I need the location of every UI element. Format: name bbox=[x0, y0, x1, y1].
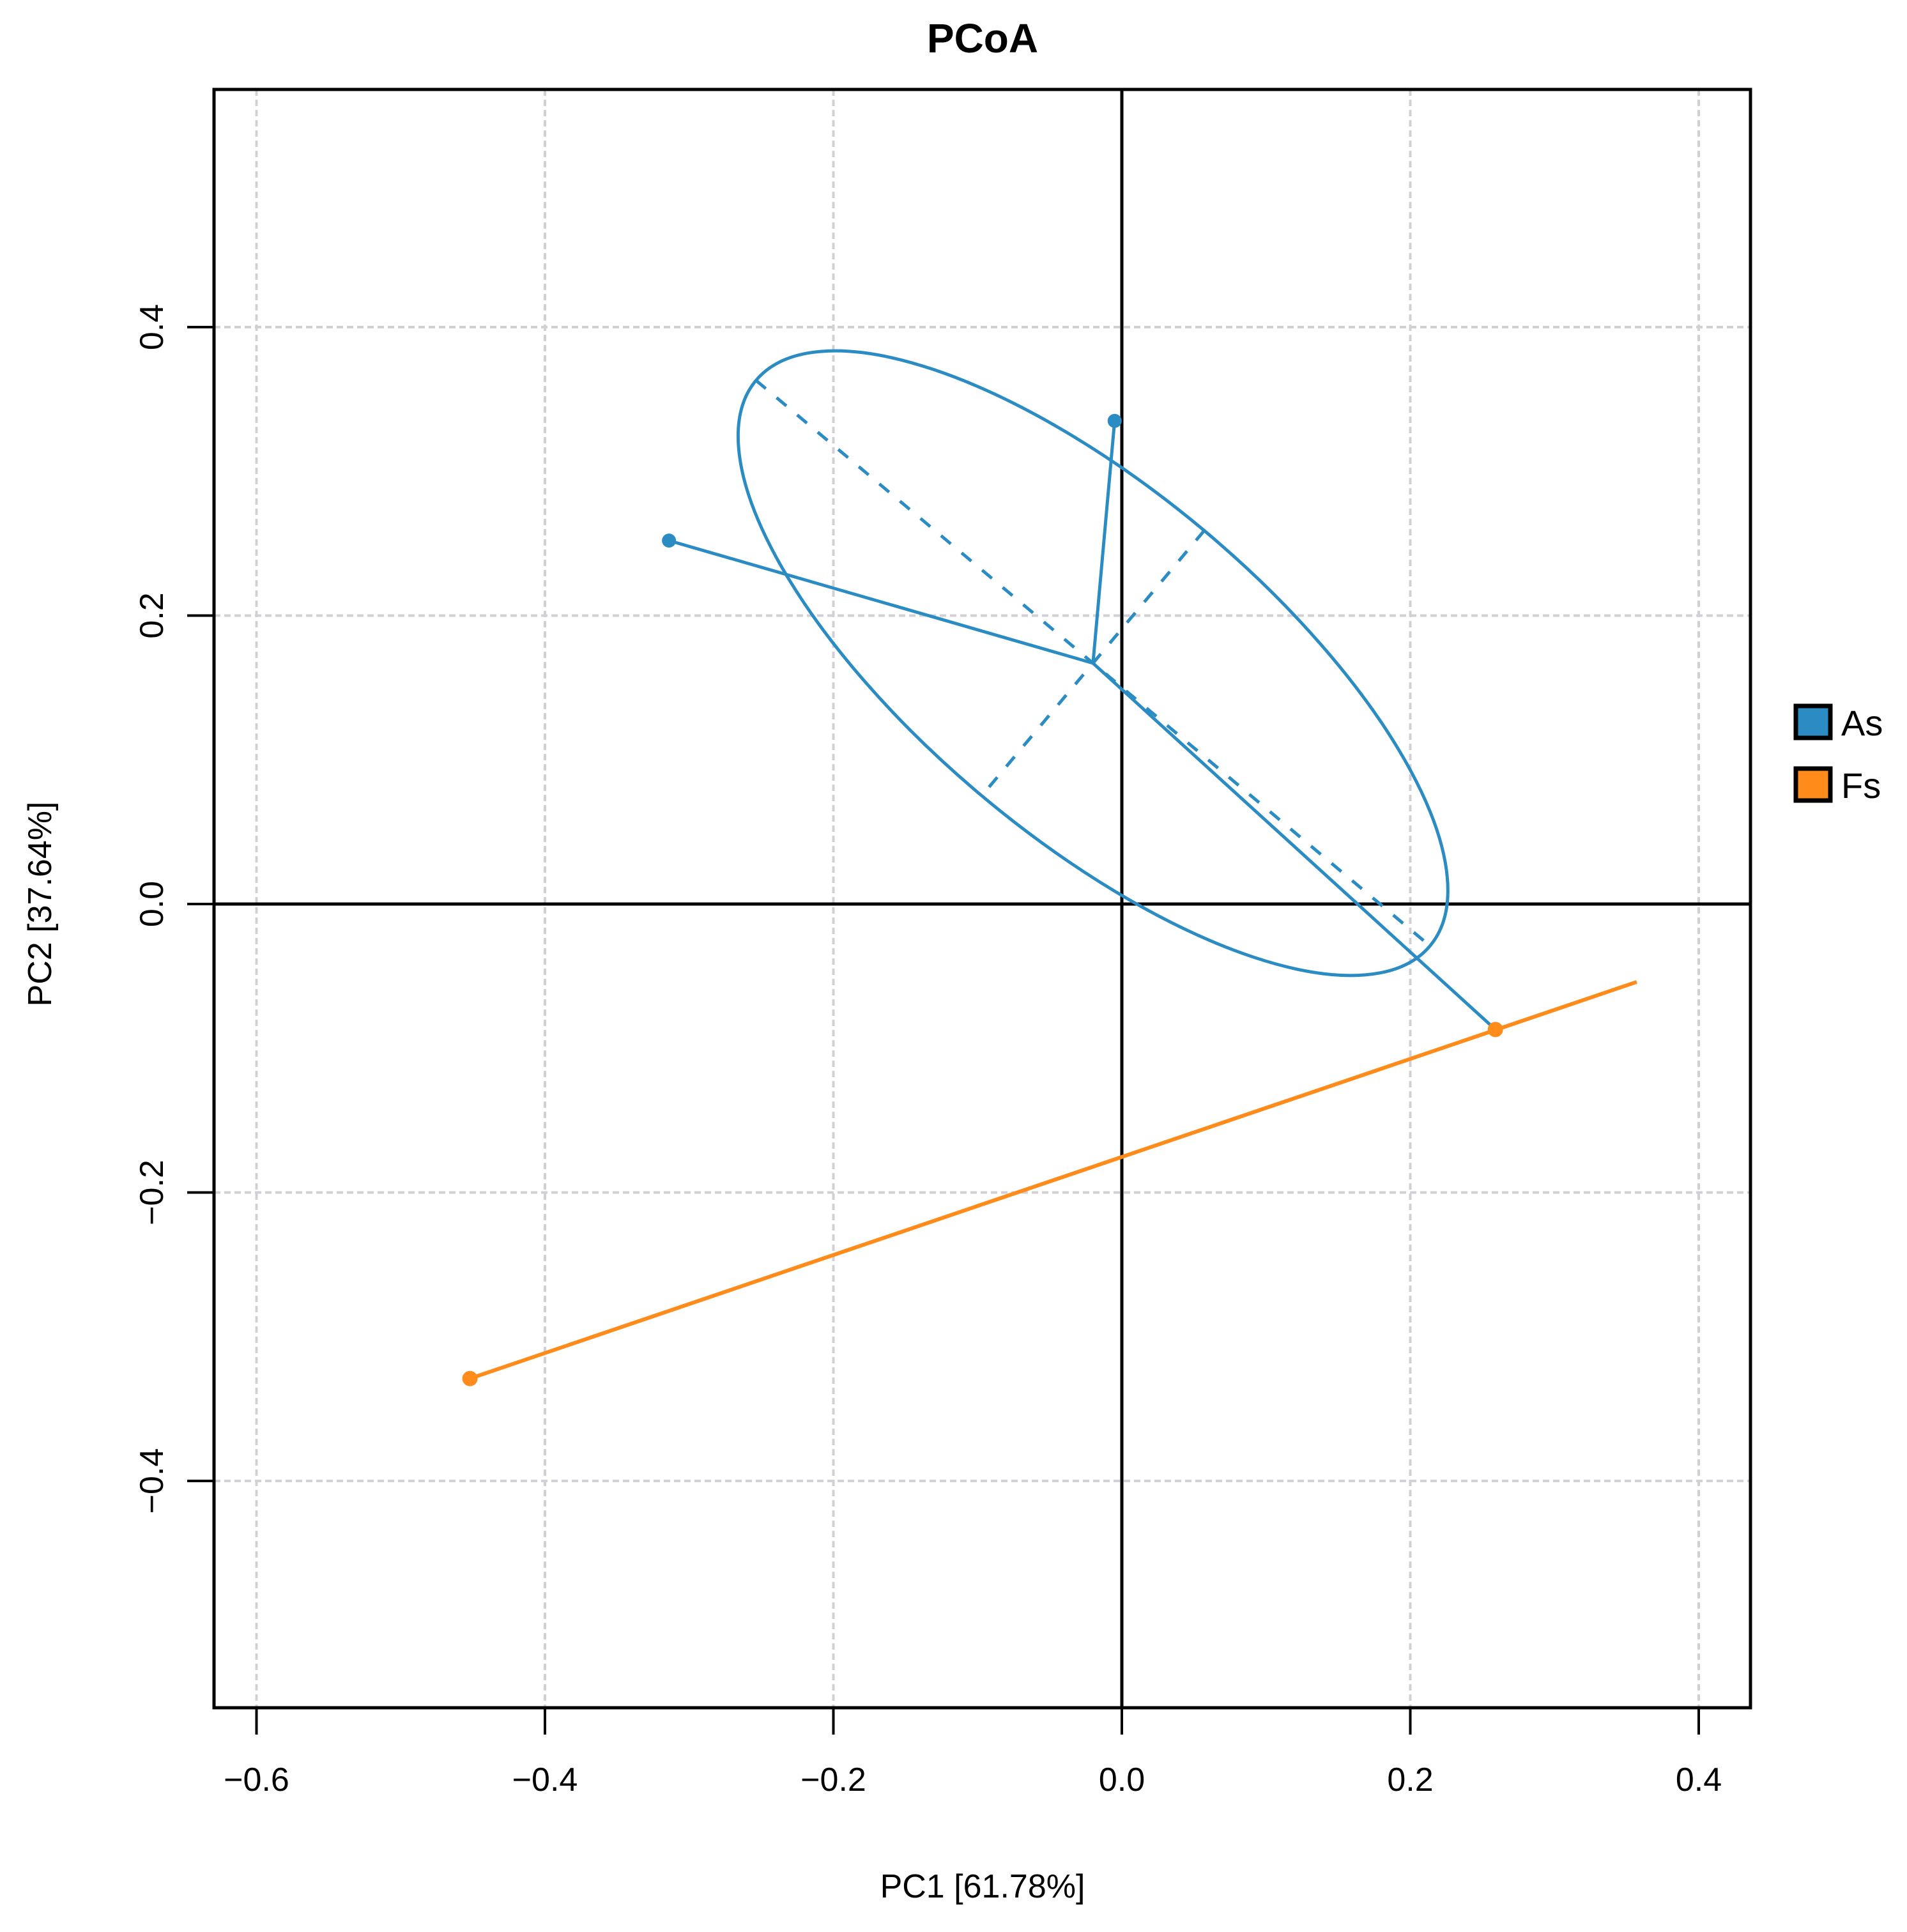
fs-point bbox=[1487, 1022, 1503, 1038]
y-tick-label: 0.4 bbox=[134, 304, 171, 350]
fs-point bbox=[462, 1370, 478, 1386]
chart-title: PCoA bbox=[927, 15, 1038, 61]
x-tick-label: 0.4 bbox=[1676, 1761, 1722, 1798]
data-series bbox=[462, 349, 1637, 1386]
legend-label-as: As bbox=[1841, 703, 1883, 743]
as-spider-line bbox=[1091, 420, 1117, 664]
plot-frame bbox=[212, 88, 1752, 1710]
x-axis-label: PC1 [61.78%] bbox=[880, 1868, 1085, 1905]
x-tick-label: −0.2 bbox=[800, 1761, 866, 1798]
y-axis-label: PC2 [37.64%] bbox=[22, 802, 59, 1007]
grid-lines bbox=[214, 89, 1750, 1708]
y-tick-label: 0.0 bbox=[134, 881, 171, 927]
x-tick-label: 0.0 bbox=[1099, 1761, 1145, 1798]
legend-swatch-as bbox=[1793, 703, 1833, 740]
legend: As Fs bbox=[1793, 703, 1883, 806]
as-spider-line bbox=[1092, 662, 1497, 1031]
y-axis-ticks: −0.4 −0.2 0.0 0.2 0.4 bbox=[134, 304, 214, 1514]
x-tick-label: 0.2 bbox=[1387, 1761, 1433, 1798]
as-point bbox=[1107, 413, 1122, 428]
y-tick-label: −0.2 bbox=[134, 1160, 171, 1225]
x-axis-ticks: −0.6 −0.4 −0.2 0.0 0.2 0.4 bbox=[224, 1708, 1722, 1798]
x-tick-label: −0.6 bbox=[224, 1761, 289, 1798]
y-tick-label: −0.4 bbox=[134, 1448, 171, 1514]
fs-span-line bbox=[469, 980, 1637, 1381]
x-tick-label: −0.4 bbox=[512, 1761, 578, 1798]
reference-lines bbox=[214, 89, 1750, 1708]
legend-swatch-fs bbox=[1793, 766, 1833, 803]
as-spider-line bbox=[668, 539, 1094, 665]
as-point bbox=[662, 533, 677, 548]
legend-label-fs: Fs bbox=[1841, 765, 1881, 806]
y-tick-label: 0.2 bbox=[134, 592, 171, 638]
